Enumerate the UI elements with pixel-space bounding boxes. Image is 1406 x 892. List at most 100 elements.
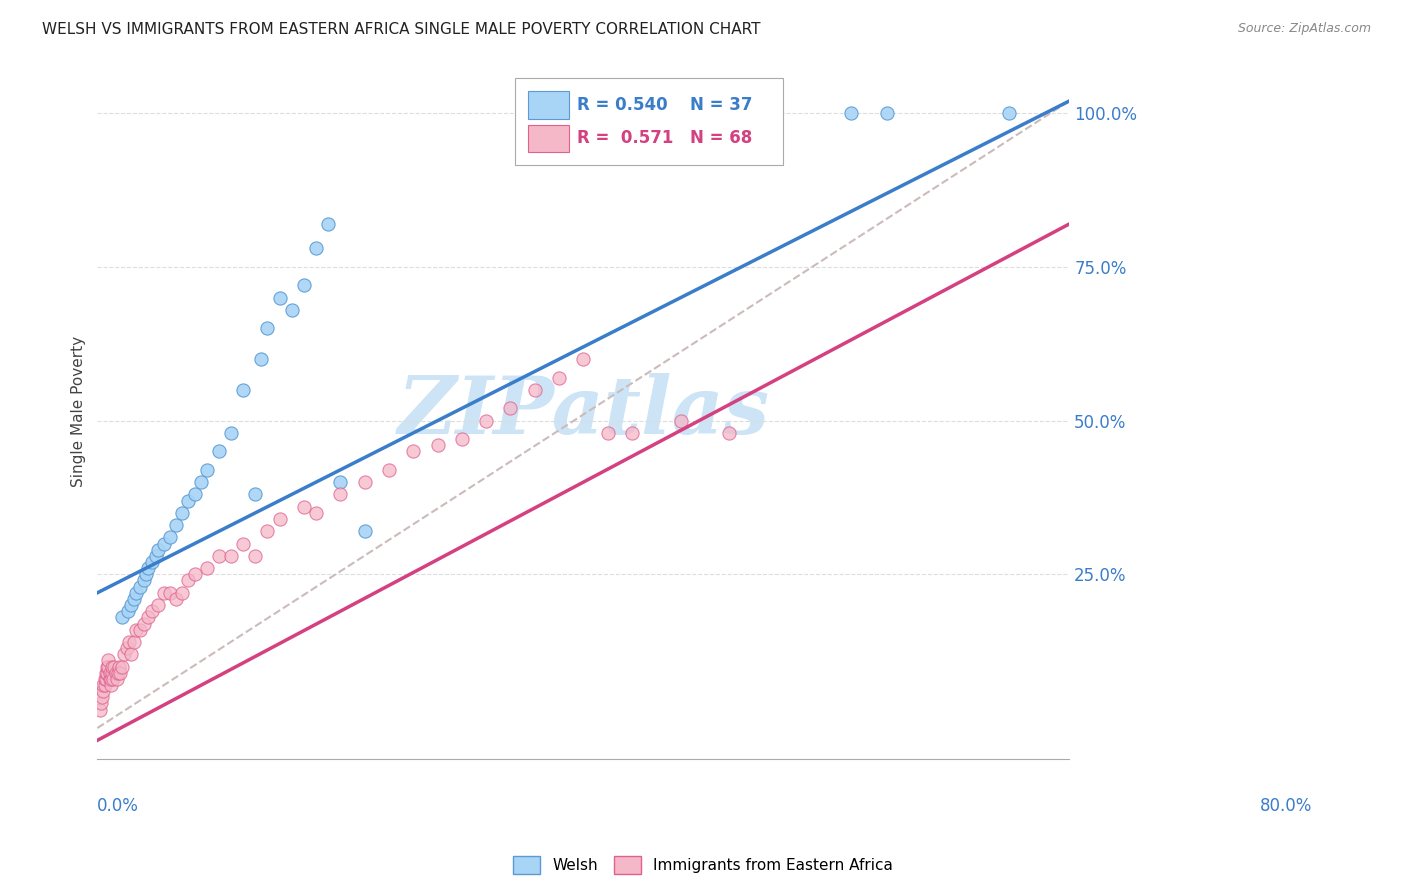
- Point: [100, 672, 122, 686]
- Point: [329, 487, 352, 501]
- Point: [305, 506, 328, 520]
- Point: [512, 106, 534, 120]
- Point: [219, 549, 242, 563]
- Point: [122, 635, 145, 649]
- Point: [118, 635, 141, 649]
- Point: [839, 106, 862, 120]
- Y-axis label: Single Male Poverty: Single Male Poverty: [72, 336, 86, 487]
- Point: [256, 321, 278, 335]
- Point: [104, 665, 127, 680]
- Point: [101, 665, 124, 680]
- Text: R =  0.571: R = 0.571: [576, 129, 673, 147]
- Point: [548, 370, 571, 384]
- FancyBboxPatch shape: [516, 78, 783, 165]
- Point: [91, 690, 114, 705]
- Point: [177, 493, 200, 508]
- Point: [620, 425, 643, 440]
- FancyBboxPatch shape: [529, 125, 569, 153]
- Point: [572, 352, 595, 367]
- Point: [97, 659, 120, 673]
- Point: [96, 659, 118, 673]
- Point: [93, 684, 115, 698]
- Point: [138, 561, 160, 575]
- Point: [128, 623, 150, 637]
- Point: [329, 475, 352, 489]
- Point: [245, 549, 267, 563]
- Point: [250, 352, 273, 367]
- Point: [111, 610, 134, 624]
- Point: [165, 591, 187, 606]
- Text: 0.0%: 0.0%: [97, 797, 139, 815]
- Point: [475, 414, 498, 428]
- Point: [107, 665, 129, 680]
- Point: [132, 616, 155, 631]
- Point: [105, 672, 128, 686]
- Text: WELSH VS IMMIGRANTS FROM EASTERN AFRICA SINGLE MALE POVERTY CORRELATION CHART: WELSH VS IMMIGRANTS FROM EASTERN AFRICA …: [42, 22, 761, 37]
- Point: [177, 574, 200, 588]
- Point: [122, 591, 145, 606]
- Point: [94, 665, 117, 680]
- FancyBboxPatch shape: [529, 91, 569, 119]
- Point: [146, 598, 169, 612]
- Point: [426, 438, 449, 452]
- Text: ZIPatlas: ZIPatlas: [398, 373, 769, 450]
- Point: [183, 487, 205, 501]
- Point: [103, 659, 125, 673]
- Point: [89, 703, 111, 717]
- Point: [146, 542, 169, 557]
- Point: [120, 598, 142, 612]
- Text: N = 37: N = 37: [690, 96, 752, 114]
- Point: [101, 659, 124, 673]
- Point: [165, 518, 187, 533]
- Point: [100, 678, 122, 692]
- Point: [153, 536, 176, 550]
- Point: [305, 242, 328, 256]
- Point: [718, 425, 741, 440]
- Point: [669, 414, 692, 428]
- Point: [208, 444, 231, 458]
- Point: [145, 549, 167, 563]
- Point: [93, 672, 115, 686]
- Point: [353, 475, 375, 489]
- Point: [111, 659, 134, 673]
- Point: [101, 672, 124, 686]
- Point: [353, 524, 375, 539]
- Point: [208, 549, 231, 563]
- Point: [117, 604, 139, 618]
- Point: [876, 106, 898, 120]
- Point: [219, 425, 242, 440]
- Point: [108, 659, 131, 673]
- Point: [292, 278, 315, 293]
- Point: [292, 500, 315, 514]
- Point: [93, 678, 115, 692]
- Point: [98, 672, 121, 686]
- Point: [128, 580, 150, 594]
- Point: [93, 678, 115, 692]
- Point: [120, 647, 142, 661]
- Point: [98, 665, 121, 680]
- Point: [183, 567, 205, 582]
- Point: [232, 383, 254, 397]
- Point: [115, 641, 138, 656]
- Point: [172, 586, 194, 600]
- Point: [195, 561, 218, 575]
- Point: [125, 623, 148, 637]
- Point: [269, 291, 291, 305]
- Point: [269, 512, 291, 526]
- Point: [125, 586, 148, 600]
- Point: [96, 665, 118, 680]
- Point: [316, 217, 339, 231]
- Point: [141, 555, 163, 569]
- Point: [97, 653, 120, 667]
- Point: [110, 665, 132, 680]
- Point: [141, 604, 163, 618]
- Text: R = 0.540: R = 0.540: [576, 96, 668, 114]
- Point: [997, 106, 1019, 120]
- Point: [596, 425, 619, 440]
- Text: Source: ZipAtlas.com: Source: ZipAtlas.com: [1237, 22, 1371, 36]
- Point: [159, 531, 181, 545]
- Point: [132, 574, 155, 588]
- Point: [90, 697, 112, 711]
- Point: [523, 383, 546, 397]
- Point: [94, 672, 117, 686]
